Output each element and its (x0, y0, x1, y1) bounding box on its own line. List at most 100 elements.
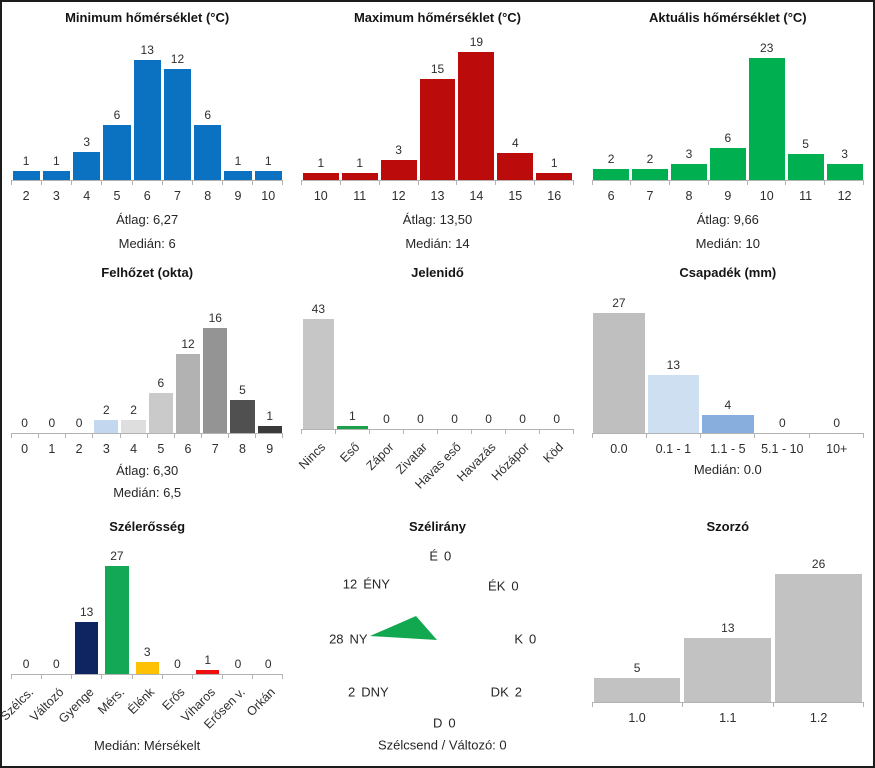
axis-tick (591, 703, 682, 708)
axis-tick (101, 675, 131, 680)
bar-value-label: 1 (550, 156, 558, 171)
bar (302, 173, 339, 180)
x-axis (301, 180, 574, 185)
bar-value-label: 23 (760, 41, 774, 55)
bar-value-label: 0 (417, 411, 424, 426)
bar-value-label: 0 (174, 657, 181, 672)
wind-strength-histogram: 0 0 13 27 3 0 1 0 0 Szélcs. Változó Gyenge Mérs. Élén… (2, 546, 284, 736)
bar-slot: 23 (747, 38, 786, 180)
median-stat: Medián: 6 (118, 236, 176, 251)
bar-value-label: 2 (646, 152, 654, 167)
bar-value-label: 0 (553, 411, 561, 426)
bar-value-label: 13 (666, 357, 681, 372)
bar-value-label: 0 (383, 411, 390, 426)
panel-title: Felhőzet (okta) (101, 264, 194, 280)
x-axis-labels: 6 7 8 9 10 11 12 (592, 185, 864, 204)
bar-slot: 2 (93, 308, 120, 433)
bar-value-label: 6 (204, 107, 212, 122)
bar-value-label: 27 (612, 295, 626, 310)
panel-wind-strength: Szélerősség 0 0 13 27 3 0 1 0 0 Szélcs. Változó Gye… (2, 511, 292, 766)
bar (670, 164, 707, 180)
x-axis-label: Hózápor (489, 439, 533, 483)
bar (75, 622, 99, 675)
x-axis-label: 7 (646, 189, 654, 203)
bar-value-label: 1 (264, 153, 272, 168)
bar-slot: 1 (340, 32, 379, 180)
direction-label: DK (490, 684, 509, 700)
panel-title: Szorzó (706, 519, 750, 535)
panel-title: Csapadék (mm) (679, 264, 777, 280)
bar-value-label: 2 (130, 402, 137, 417)
axis-tick (824, 181, 863, 185)
bar (380, 159, 417, 180)
axis-tick (369, 429, 403, 434)
bar-slot: 2 (120, 308, 147, 433)
axis-tick (173, 433, 201, 438)
axis-tick (11, 181, 41, 185)
axis-tick (252, 675, 282, 680)
bar-value-label: 3 (841, 147, 848, 162)
x-axis-label: 6 (143, 189, 151, 203)
bar (254, 170, 282, 180)
panel-title: Szélerősség (109, 519, 186, 535)
x-axis-label: 1.0 (628, 711, 646, 726)
bar-slot: 0 (41, 546, 71, 674)
bar-value-label: 0 (75, 415, 83, 430)
bar-slot: 19 (457, 32, 496, 180)
axis-tick (200, 433, 228, 438)
bar-value-label: 4 (511, 136, 519, 151)
panel-current-temperature: Aktuális hőmérséklet (°C) 2 2 3 6 23 5 3 6 7 8 9 10… (583, 2, 873, 257)
bar-plot: 0 0 13 27 3 0 1 0 0 (11, 546, 283, 675)
bar (593, 169, 630, 180)
axis-tick (533, 181, 573, 185)
axis-tick (707, 181, 747, 185)
bar (632, 169, 668, 180)
x-axis-label: 1 (48, 441, 56, 456)
x-axis-label: 9 (234, 189, 242, 203)
compass-point-se: DK 2 (491, 685, 522, 700)
bar-plot: 5 13 26 (592, 554, 864, 703)
median-stat: Medián: Mérsékelt (94, 738, 201, 754)
bar-value-label: 3 (685, 147, 693, 162)
axis-tick (252, 181, 282, 185)
precipitation-histogram: 27 13 4 0 0 0.0 0.1 - 1 1.1 - 5 5.1 - 10 10+ (591, 293, 864, 457)
bar-value-label: 3 (143, 645, 151, 660)
axis-tick (538, 429, 573, 434)
bar-slot: 1 (256, 308, 283, 433)
x-axis-labels: 10 11 12 13 14 15 16 (301, 185, 573, 204)
bar-slot: 3 (825, 38, 864, 180)
x-axis-label: 5.1 - 10 (761, 441, 804, 456)
bar (73, 152, 101, 180)
bar-slot: 0 (506, 299, 540, 429)
compass-point-w: 28 NY (329, 632, 368, 647)
bar-value-label: 3 (83, 135, 90, 150)
bar-value-label: 1 (349, 409, 356, 424)
x-axis (591, 180, 864, 185)
mean-stat: Átlag: 13,50 (402, 212, 473, 227)
panel-precipitation: Csapadék (mm) 27 13 4 0 0 0.0 0.1 - 1 1.1 - 5 5.… (583, 257, 873, 512)
x-axis-label: 1.2 (809, 711, 828, 726)
bar (647, 374, 700, 433)
axis-tick (335, 429, 369, 434)
bar (224, 170, 252, 180)
x-axis-label: 10+ (826, 441, 848, 456)
bar-slot: 2 (592, 38, 631, 180)
panel-title: Szélirány (408, 519, 467, 535)
bar-slot: 1 (535, 32, 574, 180)
x-axis-labels: 0.0 0.1 - 1 1.1 - 5 5.1 - 10 10+ (592, 438, 864, 457)
x-axis-label: 10 (261, 189, 276, 203)
bar (702, 414, 754, 433)
axis-tick (191, 675, 222, 680)
x-axis (301, 428, 574, 434)
bar-slot: 43 (301, 299, 335, 429)
axis-tick (161, 675, 192, 680)
bar (175, 353, 201, 433)
median-stat: Medián: 10 (695, 236, 760, 251)
panel-title: Minimum hőmérséklet (°C) (65, 10, 230, 25)
x-axis-label: Nincs (296, 439, 329, 472)
bar-value-label: 1 (356, 156, 364, 171)
direction-count: 0 (529, 631, 537, 647)
bar-value-label: 2 (607, 152, 615, 167)
